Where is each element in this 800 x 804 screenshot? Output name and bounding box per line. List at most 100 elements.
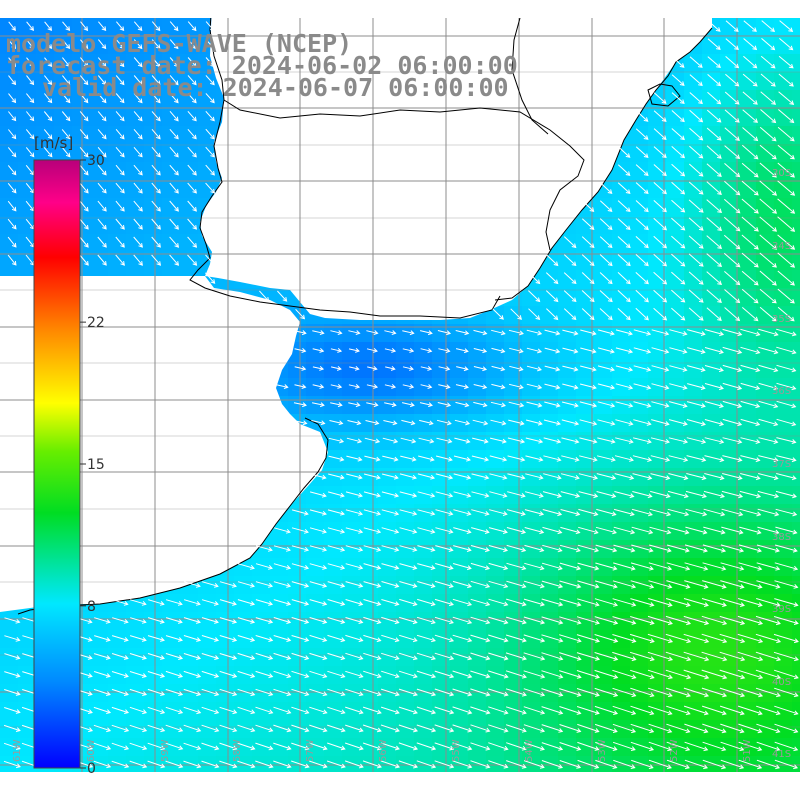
- field-cell: [486, 684, 505, 703]
- field-cell: [756, 666, 775, 685]
- field-cell: [324, 324, 343, 343]
- field-cell: [144, 702, 163, 721]
- field-cell: [18, 54, 37, 73]
- field-cell: [720, 450, 739, 469]
- field-cell: [360, 702, 379, 721]
- field-cell: [414, 540, 433, 559]
- field-cell: [486, 378, 505, 397]
- field-cell: [396, 522, 415, 541]
- field-cell: [360, 432, 379, 451]
- field-cell: [792, 288, 800, 307]
- field-cell: [612, 288, 631, 307]
- field-cell: [180, 234, 199, 253]
- field-cell: [648, 504, 667, 523]
- field-cell: [108, 162, 127, 181]
- field-cell: [342, 432, 361, 451]
- field-cell: [324, 576, 343, 595]
- field-cell: [414, 504, 433, 523]
- field-cell: [486, 324, 505, 343]
- field-cell: [360, 522, 379, 541]
- field-cell: [288, 522, 307, 541]
- field-cell: [558, 630, 577, 649]
- field-cell: [108, 648, 127, 667]
- field-cell: [792, 18, 800, 37]
- field-cell: [684, 468, 703, 487]
- field-cell: [594, 360, 613, 379]
- field-cell: [756, 522, 775, 541]
- field-cell: [648, 198, 667, 217]
- field-cell: [738, 234, 757, 253]
- field-cell: [738, 252, 757, 271]
- field-cell: [450, 522, 469, 541]
- field-cell: [702, 216, 721, 235]
- field-cell: [720, 162, 739, 181]
- field-cell: [270, 288, 289, 307]
- field-cell: [540, 468, 559, 487]
- field-cell: [414, 342, 433, 361]
- field-cell: [738, 306, 757, 325]
- field-cell: [252, 594, 271, 613]
- field-cell: [702, 486, 721, 505]
- field-cell: [162, 108, 181, 127]
- field-cell: [54, 144, 73, 163]
- field-cell: [504, 306, 523, 325]
- field-cell: [648, 162, 667, 181]
- field-cell: [306, 486, 325, 505]
- field-cell: [90, 162, 109, 181]
- field-cell: [198, 684, 217, 703]
- field-cell: [468, 684, 487, 703]
- field-cell: [18, 162, 37, 181]
- longitude-label: 60W: [86, 739, 97, 762]
- field-cell: [180, 252, 199, 271]
- field-cell: [756, 702, 775, 721]
- field-cell: [180, 198, 199, 217]
- field-cell: [738, 36, 757, 55]
- field-cell: [666, 648, 685, 667]
- field-cell: [576, 450, 595, 469]
- field-cell: [738, 360, 757, 379]
- field-cell: [378, 432, 397, 451]
- field-cell: [450, 342, 469, 361]
- field-cell: [522, 486, 541, 505]
- land-area: [0, 0, 712, 320]
- field-cell: [72, 54, 91, 73]
- field-cell: [612, 198, 631, 217]
- field-cell: [288, 612, 307, 631]
- field-cell: [540, 738, 559, 757]
- field-cell: [612, 180, 631, 199]
- field-cell: [558, 504, 577, 523]
- colorbar-tick-label: 0: [87, 761, 96, 777]
- field-cell: [702, 198, 721, 217]
- field-cell: [666, 216, 685, 235]
- field-cell: [198, 666, 217, 685]
- field-cell: [558, 270, 577, 289]
- field-cell: [774, 702, 793, 721]
- field-cell: [162, 144, 181, 163]
- field-cell: [576, 360, 595, 379]
- field-cell: [468, 378, 487, 397]
- field-cell: [594, 738, 613, 757]
- field-cell: [540, 720, 559, 739]
- field-cell: [252, 630, 271, 649]
- field-cell: [612, 630, 631, 649]
- field-cell: [576, 612, 595, 631]
- field-cell: [648, 270, 667, 289]
- field-cell: [666, 540, 685, 559]
- coastline-north: [494, 27, 713, 301]
- field-cell: [144, 54, 163, 73]
- field-cell: [648, 720, 667, 739]
- field-cell: [288, 396, 307, 415]
- field-cell: [504, 468, 523, 487]
- title-valid-date: valid date: 2024-06-07 06:00:00: [42, 73, 509, 102]
- field-cell: [558, 342, 577, 361]
- field-cell: [396, 432, 415, 451]
- field-cell: [702, 630, 721, 649]
- field-cell: [666, 288, 685, 307]
- field-cell: [324, 594, 343, 613]
- field-cell: [702, 414, 721, 433]
- field-cell: [450, 378, 469, 397]
- field-cell: [72, 36, 91, 55]
- field-cell: [720, 288, 739, 307]
- field-cell: [450, 576, 469, 595]
- field-cell: [288, 360, 307, 379]
